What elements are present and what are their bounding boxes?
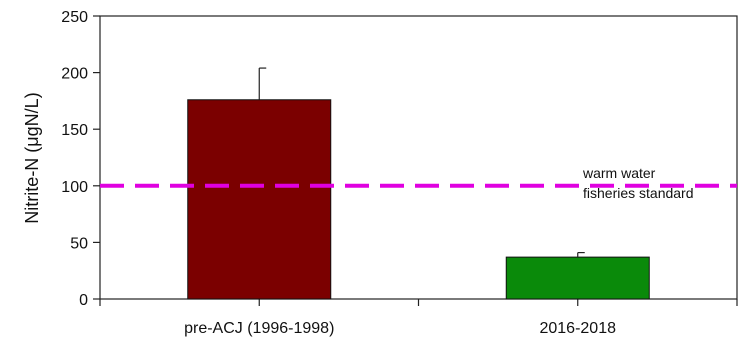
reference-line-label: warm water: [582, 165, 656, 181]
bar: [187, 99, 332, 300]
reference-line-group: warm water fisheries standard: [100, 165, 737, 201]
reference-line-label: fisheries standard: [583, 185, 694, 201]
bar: [505, 256, 650, 300]
bars-group: [187, 67, 650, 300]
y-axis-title: Nitrite-N (μgN/L): [22, 92, 42, 223]
x-axis: pre-ACJ (1996-1998) 2016-2018: [99, 299, 738, 337]
x-tick-label: pre-ACJ (1996-1998): [184, 320, 334, 337]
y-tick-label: 100: [61, 179, 88, 196]
y-tick-label: 150: [61, 122, 88, 139]
y-axis: 0 50 100 150 200 250: [61, 9, 100, 309]
x-tick-label: 2016-2018: [539, 320, 616, 337]
y-tick-label: 0: [79, 292, 88, 309]
y-tick-label: 200: [61, 66, 88, 83]
y-tick-label: 250: [61, 9, 88, 26]
y-tick-label: 50: [70, 235, 88, 252]
